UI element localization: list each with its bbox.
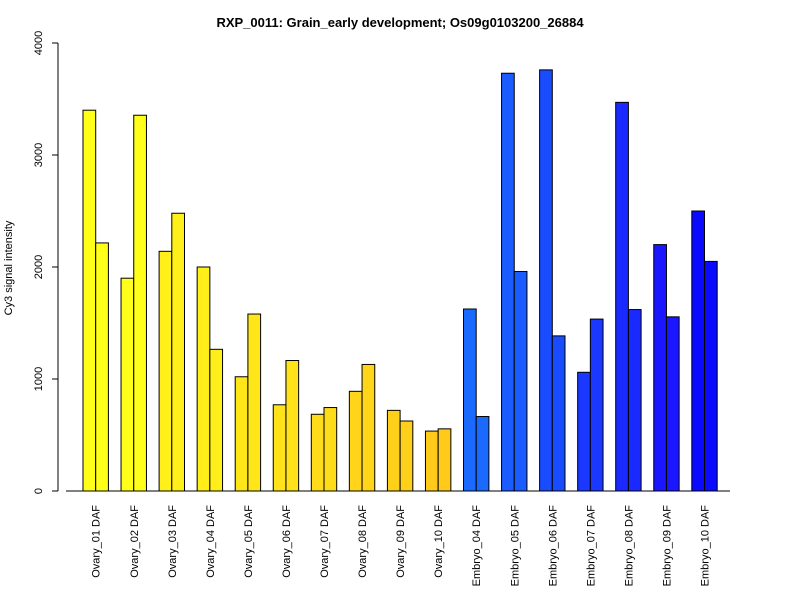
x-tick-label: Ovary_09 DAF xyxy=(395,505,407,578)
bar-1-a xyxy=(82,109,97,492)
bar-6-b xyxy=(285,360,300,492)
bar-7-b xyxy=(323,407,338,492)
x-tick-label: Ovary_06 DAF xyxy=(281,505,293,578)
bar-16-a xyxy=(653,244,667,492)
bar-9-a xyxy=(386,409,401,492)
bar-14-a xyxy=(577,371,591,492)
bar-6-a xyxy=(272,404,287,492)
x-tick-label: Ovary_05 DAF xyxy=(243,505,255,578)
bar-2-b xyxy=(133,114,147,492)
bar-12-b xyxy=(513,270,528,492)
y-tick-label: 3000 xyxy=(33,143,45,167)
bar-13-b xyxy=(551,335,566,492)
bar-9-b xyxy=(399,420,414,492)
bar-15-b xyxy=(627,309,642,492)
bar-4-a xyxy=(196,266,211,492)
bar-3-b xyxy=(171,212,186,492)
bar-16-b xyxy=(665,316,680,492)
bar-8-a xyxy=(348,390,363,492)
y-axis-label: Cy3 signal intensity xyxy=(3,220,15,315)
x-tick-label: Embryo_08 DAF xyxy=(623,505,635,587)
y-tick-label: 0 xyxy=(33,488,45,494)
x-tick-label: Ovary_07 DAF xyxy=(319,505,331,578)
x-tick-label: Ovary_01 DAF xyxy=(91,505,103,578)
x-tick-label: Ovary_03 DAF xyxy=(167,505,179,578)
bar-10-a xyxy=(424,430,439,492)
x-tick-label: Embryo_09 DAF xyxy=(661,505,673,587)
bar-5-a xyxy=(234,376,249,492)
bar-11-a xyxy=(463,308,477,492)
bar-4-b xyxy=(209,348,224,492)
bar-8-b xyxy=(361,363,376,492)
bar-17-b xyxy=(704,260,718,492)
y-axis: 0 1000 2000 3000 4000 xyxy=(33,31,59,494)
x-tick-label: Ovary_04 DAF xyxy=(205,505,217,578)
bar-10-b xyxy=(437,428,452,492)
bar-1-b xyxy=(95,242,109,492)
bar-7-a xyxy=(310,413,325,492)
bar-2-a xyxy=(120,277,135,492)
x-tick-label: Embryo_05 DAF xyxy=(509,505,521,587)
x-tick-label: Ovary_10 DAF xyxy=(433,505,445,578)
y-tick-label: 2000 xyxy=(33,255,45,279)
bar-12-a xyxy=(501,72,515,492)
x-tick-label: Embryo_07 DAF xyxy=(585,505,597,587)
bar-3-a xyxy=(158,250,173,492)
bar-15-a xyxy=(615,101,629,492)
bar-17-a xyxy=(691,210,705,492)
x-tick-label: Embryo_10 DAF xyxy=(700,505,712,587)
bar-5-b xyxy=(247,313,262,492)
bar-11-b xyxy=(475,416,490,492)
bar-13-a xyxy=(539,69,553,492)
x-tick-label: Ovary_08 DAF xyxy=(357,505,369,578)
y-tick-label: 1000 xyxy=(33,367,45,391)
chart-title: RXP_0011: Grain_early development; Os09g… xyxy=(216,15,584,30)
x-axis: Ovary_01 DAF Ovary_02 DAF Ovary_03 DAF Ovar… xyxy=(66,490,730,587)
x-tick-label: Ovary_02 DAF xyxy=(129,505,141,578)
y-tick-label: 4000 xyxy=(33,31,45,55)
bar-14-b xyxy=(589,318,604,492)
bars-group xyxy=(82,69,718,492)
x-tick-label: Embryo_04 DAF xyxy=(471,505,483,587)
x-tick-label: Embryo_06 DAF xyxy=(547,505,559,587)
